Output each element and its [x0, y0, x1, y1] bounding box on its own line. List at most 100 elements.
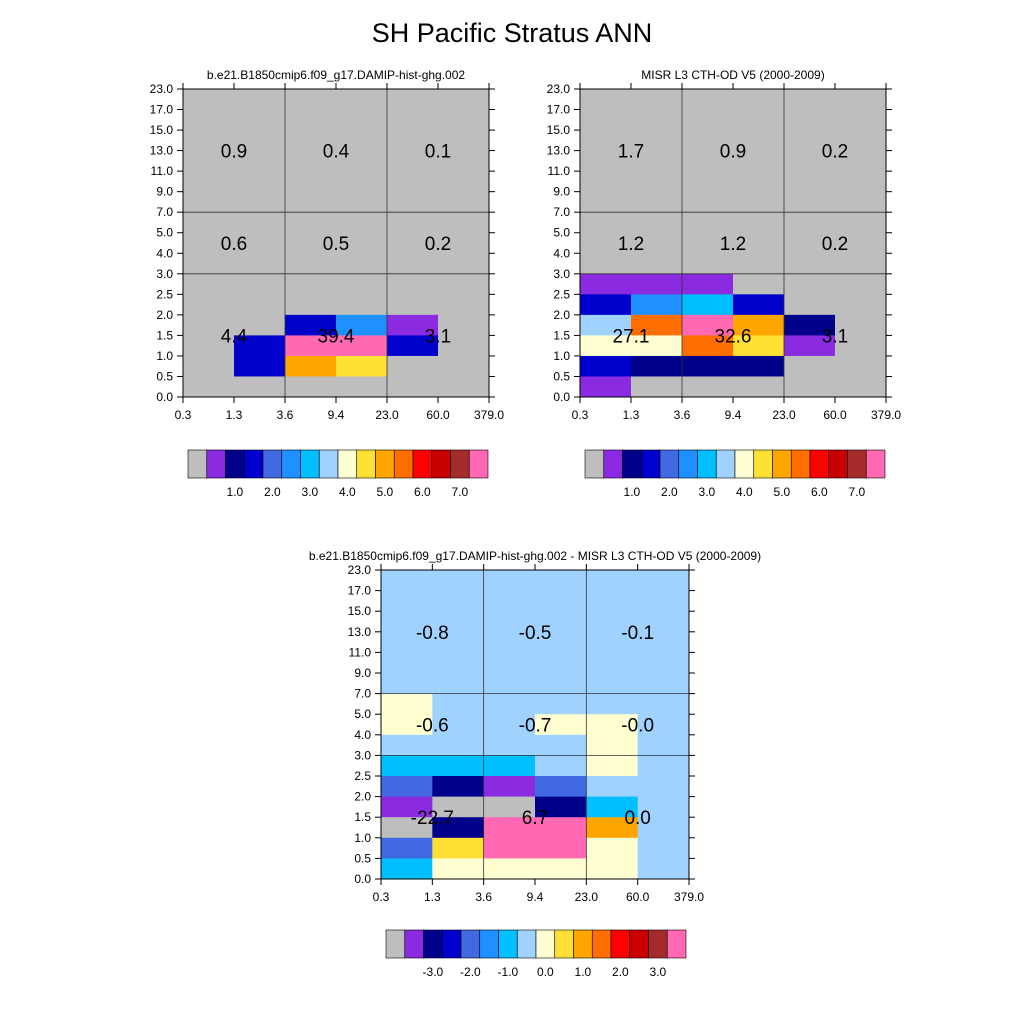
heatmap-cell	[535, 714, 587, 736]
heatmap-cell	[682, 171, 734, 193]
colorbar-label: 5.0	[774, 485, 791, 499]
heatmap-cell	[535, 796, 587, 818]
heatmap-cell	[637, 755, 690, 777]
y-tick-label: 11.0	[548, 164, 571, 178]
colorbar-swatch	[715, 449, 736, 479]
colorbar-label: 7.0	[452, 485, 469, 499]
colorbar-label: 1.0	[227, 485, 244, 499]
heatmap-cell	[631, 335, 683, 357]
section-value-label: -0.7	[519, 716, 552, 737]
heatmap-cell	[835, 191, 887, 213]
heatmap-cell	[432, 714, 485, 736]
heatmap-cell	[580, 171, 632, 193]
x-tick-label: 60.0	[823, 408, 847, 422]
section-value-label: 0.6	[221, 234, 247, 255]
section-value-label: 0.9	[720, 142, 746, 163]
y-tick-label: 2.5	[553, 287, 570, 301]
y-tick-label: 13.0	[150, 144, 174, 158]
heatmap-cell	[483, 611, 536, 633]
heatmap-cell	[637, 631, 690, 653]
panel-title: MISR L3 CTH-OD V5 (2000-2009)	[641, 68, 824, 82]
section-value-label: -0.6	[416, 716, 449, 737]
heatmap-cell	[387, 130, 439, 152]
heatmap-cell	[535, 673, 587, 695]
y-tick-label: 1.5	[553, 328, 570, 342]
heatmap-cell	[432, 755, 485, 777]
heatmap-cell	[483, 755, 536, 777]
section-value-label: 27.1	[613, 326, 650, 347]
heatmap-cell	[183, 355, 235, 377]
colorbar-swatch	[187, 449, 208, 479]
heatmap-cell	[835, 294, 887, 316]
y-tick-label: 13.0	[348, 625, 372, 639]
heatmap-cell	[733, 150, 785, 172]
colorbar-label: 2.0	[264, 485, 281, 499]
heatmap-cell	[387, 314, 439, 336]
heatmap-cell	[682, 294, 734, 316]
y-tick-label: 2.5	[156, 287, 173, 301]
heatmap-cell	[234, 171, 286, 193]
heatmap-cell	[438, 253, 490, 275]
heatmap-cell	[784, 89, 836, 111]
y-tick-label: 17.0	[547, 103, 571, 117]
y-tick-label: 0.0	[354, 872, 371, 886]
colorbar-swatch	[300, 449, 320, 479]
colorbar-swatch	[393, 449, 414, 479]
heatmap-cell	[183, 130, 235, 152]
heatmap-cell	[387, 376, 439, 398]
heatmap-cell	[682, 89, 734, 111]
heatmap-cell	[682, 253, 734, 275]
heatmap-cell	[733, 130, 785, 152]
heatmap-cell	[183, 109, 235, 131]
x-tick-label: 379.0	[474, 408, 504, 422]
heatmap-cell	[586, 590, 639, 612]
heatmap-cell	[784, 253, 836, 275]
heatmap-panel-1: b.e21.B1850cmip6.f09_g17.DAMIP-hist-ghg.…	[150, 68, 505, 499]
heatmap-cell	[183, 314, 235, 336]
heatmap-cell	[183, 191, 235, 213]
heatmap-cell	[483, 858, 536, 880]
heatmap-cell	[432, 734, 485, 756]
heatmap-cell	[381, 590, 433, 612]
y-tick-label: 5.0	[553, 226, 570, 240]
panel-title: b.e21.B1850cmip6.f09_g17.DAMIP-hist-ghg.…	[309, 549, 761, 563]
heatmap-cell	[733, 314, 785, 336]
heatmap-cell	[835, 335, 887, 357]
colorbar-swatch	[206, 449, 226, 479]
heatmap-cell	[631, 253, 683, 275]
colorbar-swatch	[697, 449, 717, 479]
colorbar-label: 0.0	[537, 965, 554, 979]
y-tick-label: 1.5	[354, 810, 371, 824]
heatmap-cell	[733, 212, 785, 234]
heatmap-cell	[381, 734, 433, 756]
heatmap-cell	[336, 150, 388, 172]
section-value-label: 3.1	[425, 326, 451, 347]
section-value-label: 1.2	[618, 234, 644, 255]
colorbar-swatch	[809, 449, 830, 479]
colorbar-swatch	[460, 929, 481, 959]
heatmap-cell	[183, 212, 235, 234]
heatmap-cell	[336, 376, 388, 398]
section-value-label: 6.7	[522, 808, 548, 829]
heatmap-cell	[631, 232, 683, 254]
heatmap-cell	[483, 796, 536, 818]
y-tick-label: 4.0	[354, 728, 371, 742]
colorbar-label: 6.0	[414, 485, 431, 499]
colorbar-label: 5.0	[377, 485, 394, 499]
heatmap-cell	[483, 776, 536, 798]
heatmap-cell	[637, 570, 690, 592]
heatmap-cell	[381, 755, 433, 777]
y-tick-label: 1.0	[354, 831, 371, 845]
y-tick-label: 3.0	[354, 748, 371, 762]
colorbar-label: 1.0	[575, 965, 592, 979]
heatmap-cell	[580, 335, 632, 357]
heatmap-cell	[381, 631, 433, 653]
colorbar-swatch	[554, 929, 574, 959]
colorbar-label: 3.0	[650, 965, 667, 979]
heatmap-cell	[535, 652, 587, 674]
heatmap-cell	[285, 335, 337, 357]
section-value-label: -0.0	[621, 716, 654, 737]
heatmap-cell	[336, 191, 388, 213]
heatmap-cell	[285, 150, 337, 172]
heatmap-cell	[535, 817, 587, 839]
